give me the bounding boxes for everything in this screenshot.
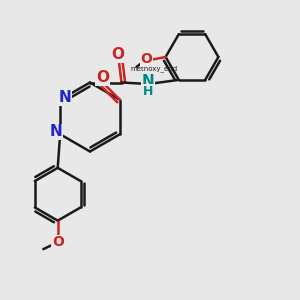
Text: N: N	[49, 124, 62, 139]
Text: O: O	[111, 47, 124, 62]
Text: H: H	[143, 85, 153, 98]
Text: N: N	[142, 74, 154, 89]
Text: O: O	[96, 70, 109, 85]
Text: O: O	[52, 235, 64, 249]
Text: N: N	[58, 90, 71, 105]
Text: O: O	[140, 52, 152, 66]
Text: methoxy_end: methoxy_end	[130, 65, 178, 72]
